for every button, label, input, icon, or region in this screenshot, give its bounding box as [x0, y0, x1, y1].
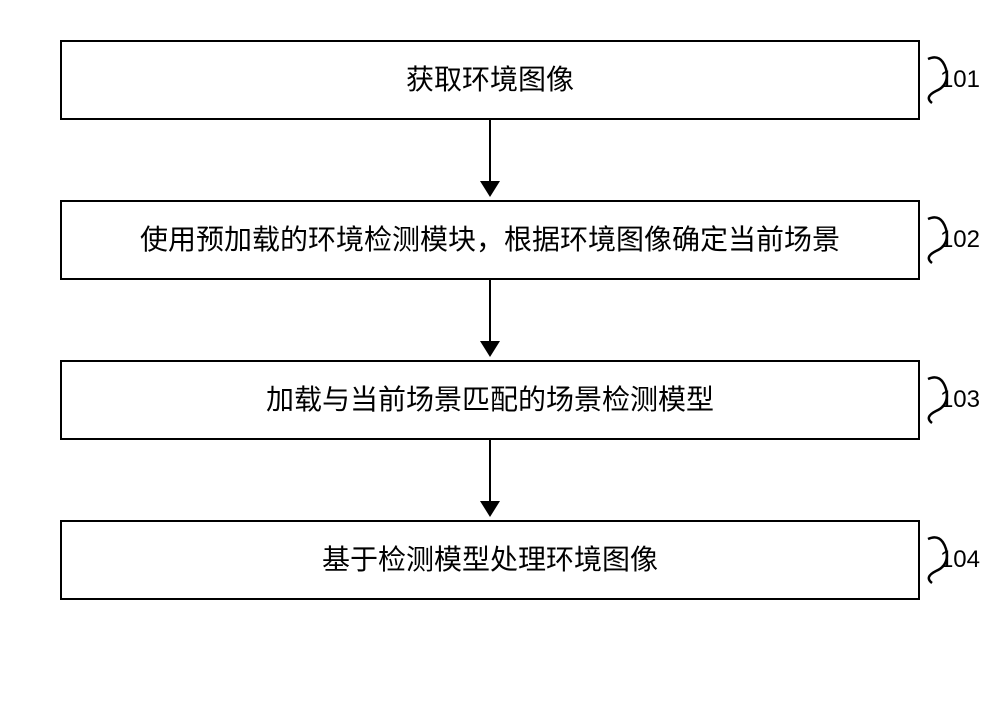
arrow-1 [480, 120, 500, 200]
step-4-row: 基于检测模型处理环境图像 104 [60, 520, 920, 600]
arrow-line [489, 280, 491, 342]
step-3-text: 加载与当前场景匹配的场景检测模型 [266, 382, 714, 418]
step-3-box: 加载与当前场景匹配的场景检测模型 103 [60, 360, 920, 440]
step-3-row: 加载与当前场景匹配的场景检测模型 103 [60, 360, 920, 440]
step-3-label: 103 [940, 386, 980, 414]
step-4-box: 基于检测模型处理环境图像 104 [60, 520, 920, 600]
step-4-label: 104 [940, 546, 980, 574]
step-1-box: 获取环境图像 101 [60, 40, 920, 120]
step-4-text: 基于检测模型处理环境图像 [322, 542, 658, 578]
arrow-line [489, 440, 491, 502]
arrow-head-icon [480, 181, 500, 197]
step-2-text: 使用预加载的环境检测模块，根据环境图像确定当前场景 [140, 222, 840, 258]
arrow-line [489, 120, 491, 182]
step-2-box: 使用预加载的环境检测模块，根据环境图像确定当前场景 102 [60, 200, 920, 280]
step-2-label: 102 [940, 226, 980, 254]
arrow-head-icon [480, 341, 500, 357]
step-2-row: 使用预加载的环境检测模块，根据环境图像确定当前场景 102 [60, 200, 920, 280]
arrow-3 [480, 440, 500, 520]
flowchart-container: 获取环境图像 101 使用预加载的环境检测模块，根据环境图像确定当前场景 102… [60, 40, 920, 600]
arrow-2 [480, 280, 500, 360]
step-1-label: 101 [940, 66, 980, 94]
arrow-head-icon [480, 501, 500, 517]
step-1-text: 获取环境图像 [406, 62, 574, 98]
step-1-row: 获取环境图像 101 [60, 40, 920, 120]
